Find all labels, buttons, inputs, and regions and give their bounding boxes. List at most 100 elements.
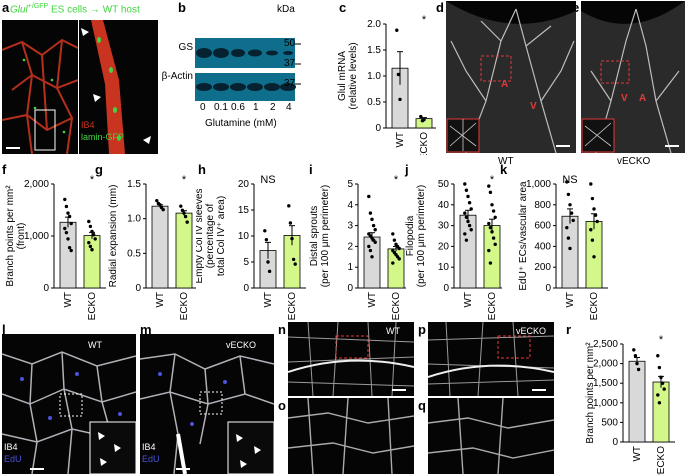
data-point	[88, 224, 93, 229]
significance-label: NS	[260, 174, 275, 186]
panel-label-f: f	[2, 162, 7, 177]
y-tick-label: 1.5	[367, 45, 381, 56]
y-axis-label: Empty Col IV sleeves	[196, 188, 205, 283]
y-tick-label: 0.5	[127, 248, 141, 259]
data-point	[464, 238, 469, 242]
lane-label: 1	[253, 102, 259, 113]
y-tick-label: 200	[534, 262, 551, 273]
significance-label: *	[659, 334, 664, 346]
panel-m-vessels	[140, 353, 274, 474]
data-point	[469, 228, 473, 232]
data-point	[288, 221, 293, 225]
panel-label-b: b	[178, 0, 186, 15]
y-tick-label: 0	[375, 123, 381, 134]
data-point	[463, 182, 467, 186]
significance-label: *	[422, 14, 427, 26]
data-point	[290, 236, 294, 241]
panel-m-stain-ib4: IB4	[142, 442, 156, 452]
data-point	[490, 203, 494, 207]
y-tick-label: 600	[534, 221, 551, 232]
category-label: WT	[395, 132, 406, 148]
data-point	[368, 248, 373, 253]
y-tick-label: 1,000	[526, 179, 551, 190]
y-tick-label: 2	[347, 241, 353, 252]
data-point	[593, 213, 598, 217]
data-point	[91, 233, 96, 237]
category-label: vECKO	[287, 292, 298, 320]
data-point	[589, 182, 593, 186]
significance-label: NS	[562, 174, 577, 186]
y-tick-label: 5	[347, 179, 353, 190]
data-point	[183, 214, 188, 219]
panel-n-image: WT	[288, 322, 414, 396]
data-point	[491, 236, 496, 240]
data-point	[391, 261, 395, 265]
data-point	[657, 401, 662, 405]
panel-b-lane-labels: 0 0.1 0.6 1 2 4	[195, 102, 297, 114]
data-point	[373, 228, 377, 232]
data-point	[69, 221, 73, 226]
data-point	[592, 207, 596, 211]
data-point	[469, 207, 473, 211]
category-label: vECKO	[419, 132, 430, 155]
category-label: WT	[155, 292, 166, 308]
data-point	[264, 237, 269, 242]
data-point	[632, 348, 636, 352]
panel-label-d: d	[436, 0, 444, 15]
data-point	[466, 219, 470, 224]
y-tick-label: 4	[347, 200, 353, 211]
panel-m-corner: vECKO	[226, 340, 257, 350]
data-point	[590, 196, 595, 201]
bar-vecko	[652, 381, 670, 443]
data-point	[266, 260, 270, 264]
bar-wt	[561, 215, 579, 289]
panel-e-retina	[581, 1, 685, 153]
data-point	[392, 238, 397, 242]
chart-g: 0 0.5 1.0 1.5 Radial expansion (mm) WT vECKO *	[108, 174, 196, 320]
data-point	[487, 221, 491, 226]
panel-a-title: Glul+/GFP ES cells → WT host	[10, 3, 140, 15]
panel-label-i: i	[309, 162, 313, 177]
category-label: vECKO	[656, 446, 667, 475]
lane-label: 4	[286, 102, 292, 113]
panel-a-genotype: +/GFP	[27, 3, 49, 10]
category-label: vECKO	[391, 292, 402, 320]
significance-label: *	[490, 174, 495, 186]
y-axis-label: (per 100 μm perimeter)	[416, 185, 427, 287]
data-point	[67, 214, 72, 219]
data-point	[464, 188, 469, 192]
data-point	[568, 203, 572, 207]
data-point	[395, 28, 399, 32]
y-axis-label: Branch points per mm²	[585, 342, 596, 444]
category-label: vECKO	[179, 292, 190, 320]
data-point	[398, 97, 402, 102]
y-tick-label: 0	[243, 283, 249, 294]
panel-a-overview-vessels	[2, 38, 78, 154]
data-point	[463, 211, 467, 215]
y-tick-label: 10	[238, 231, 250, 242]
panel-l-image: WT IB4 EdU	[2, 334, 136, 474]
data-point	[88, 244, 93, 249]
data-point	[566, 236, 571, 240]
data-point	[590, 238, 595, 242]
lane-label: 0.6	[231, 102, 245, 113]
data-point	[67, 245, 72, 250]
lane-label: 2	[270, 102, 276, 113]
data-point	[370, 255, 374, 259]
y-axis-label: EdU⁺ ECs/vascular area	[518, 181, 529, 291]
y-tick-label: 2,500	[593, 339, 618, 350]
data-point	[161, 207, 165, 212]
data-point	[589, 228, 593, 232]
data-point	[263, 229, 267, 233]
y-axis-label: total Col IV⁺ area)	[216, 196, 227, 276]
data-point	[396, 72, 401, 77]
data-point	[63, 197, 67, 202]
y-tick-label: 0	[443, 283, 449, 294]
y-tick-label: 10	[438, 262, 450, 273]
panel-l-corner: WT	[88, 340, 102, 350]
significance-label: *	[90, 174, 95, 186]
y-tick-label: 800	[534, 200, 551, 211]
data-point	[491, 209, 496, 213]
panel-label-c: c	[339, 0, 347, 15]
data-point	[488, 190, 493, 195]
